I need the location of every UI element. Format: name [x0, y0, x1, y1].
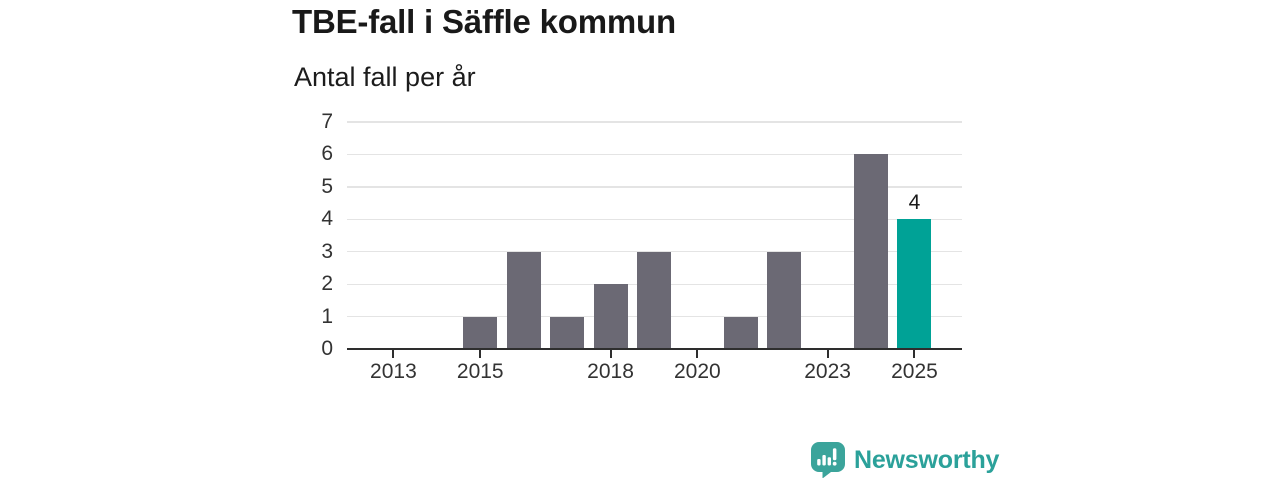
chart-title: TBE-fall i Säffle kommun [292, 3, 676, 40]
gridline [347, 153, 962, 156]
bar-chart: 0 1 2 3 4 5 6 7 2013 2015 2018 2020 2023 2025 4 [321, 109, 962, 383]
chart-subtitle: Antal fall per år [294, 62, 476, 92]
y-axis-tick-label: 7 [321, 109, 333, 133]
bar-value-label: 4 [908, 191, 921, 215]
x-axis-line [347, 347, 962, 351]
x-axis-tick-mark [609, 350, 612, 359]
bar [506, 251, 541, 349]
bar [550, 316, 585, 349]
bar [463, 316, 498, 349]
highlighted-bar [897, 219, 932, 349]
x-axis-tick-label: 2013 [370, 360, 417, 383]
y-axis-tick-label: 0 [321, 337, 333, 360]
newsworthy-logo[interactable]: Newsworthy [811, 442, 999, 478]
newsworthy-icon [811, 442, 845, 478]
x-axis-tick-label: 2020 [674, 360, 721, 383]
newsworthy-wordmark: Newsworthy [854, 446, 1000, 474]
bar [593, 284, 628, 349]
x-axis-tick-label: 2015 [456, 360, 504, 383]
x-axis-tick-label: 2025 [891, 360, 938, 383]
bar [854, 154, 889, 349]
bar [767, 251, 802, 349]
x-axis-tick-mark [913, 350, 916, 359]
gridline [347, 218, 962, 220]
y-axis-tick-label: 3 [321, 239, 333, 263]
y-axis-tick-label: 6 [321, 142, 333, 166]
bar [636, 251, 671, 349]
bar [723, 316, 758, 349]
x-axis-tick-mark [392, 350, 395, 359]
x-axis-tick-mark [479, 350, 482, 359]
x-axis-tick-label: 2018 [587, 360, 634, 383]
gridline [347, 186, 962, 188]
y-axis-tick-label: 4 [321, 207, 333, 231]
y-axis-tick-label: 5 [321, 174, 333, 198]
x-axis-tick-mark [826, 350, 829, 359]
y-axis-tick-label: 2 [321, 272, 333, 296]
x-axis-tick-label: 2023 [804, 360, 851, 383]
x-axis-tick-mark [696, 350, 699, 359]
y-axis-tick-label: 1 [321, 304, 333, 328]
gridline [347, 121, 962, 123]
